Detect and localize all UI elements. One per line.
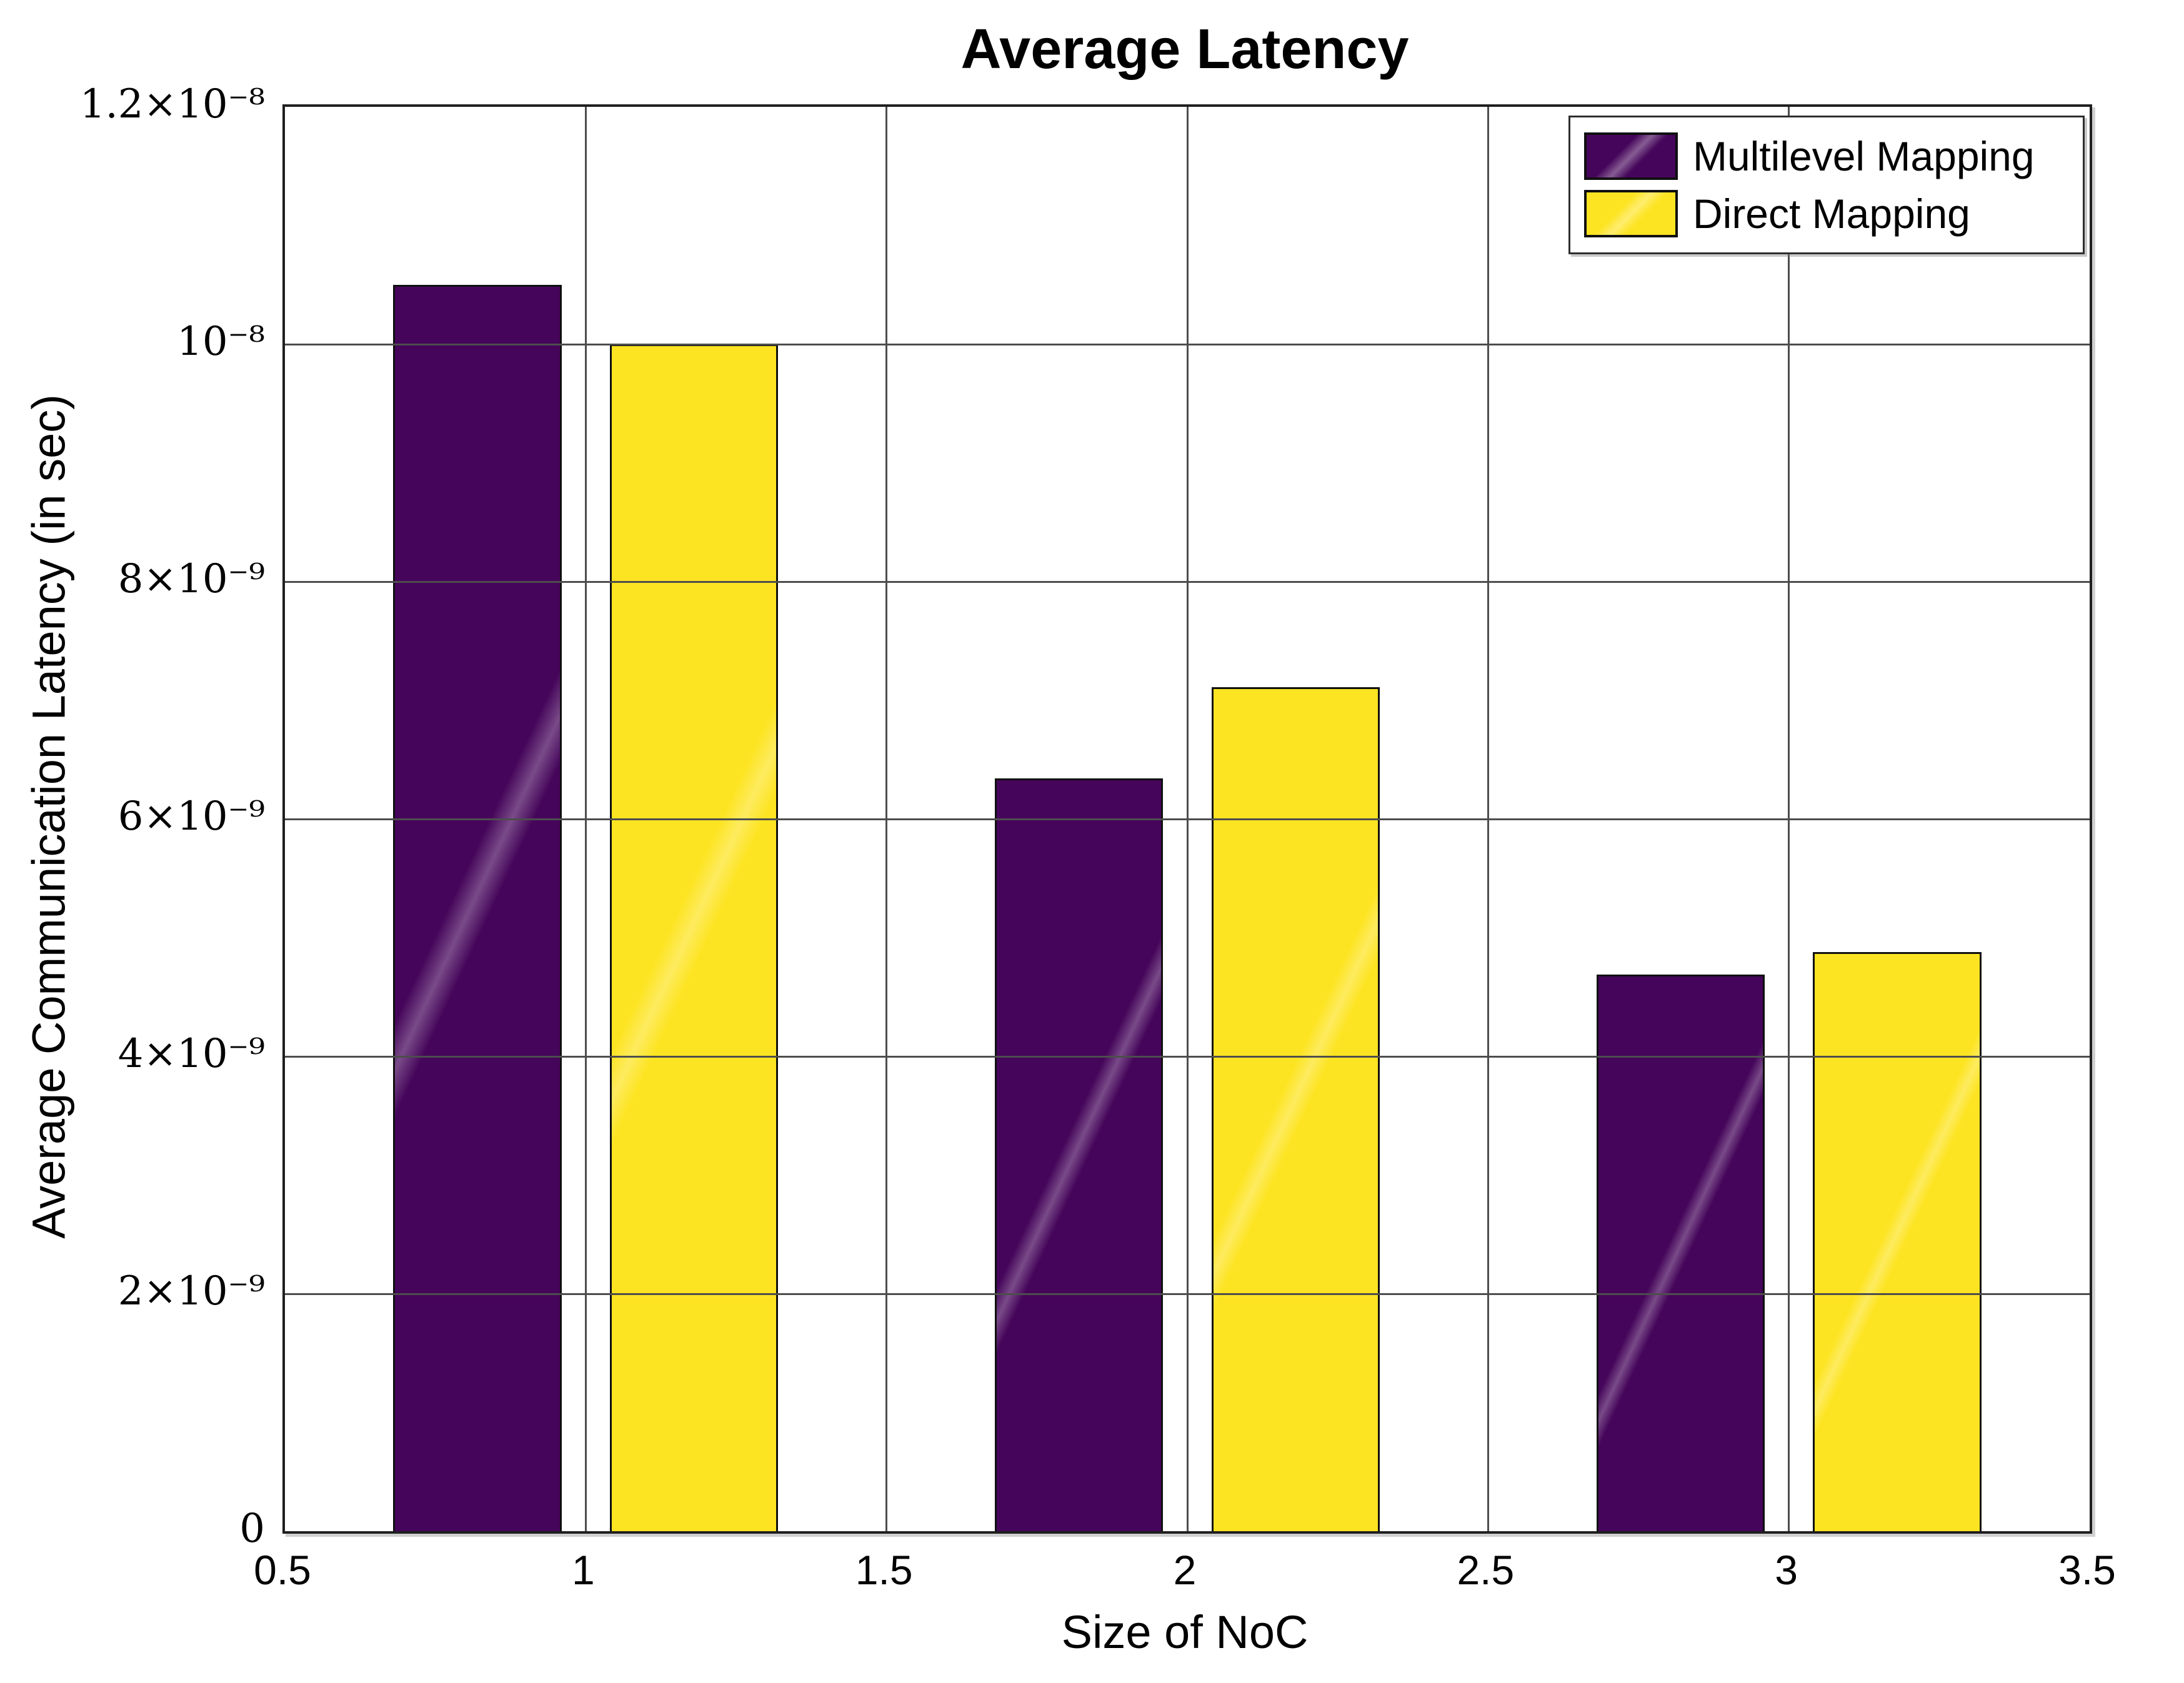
x-tick-label: 0.5 xyxy=(254,1547,311,1593)
legend: Multilevel Mapping Direct Mapping xyxy=(1568,116,2085,254)
bar-multilevel-mapping-2 xyxy=(994,778,1164,1531)
x-tick-label: 2 xyxy=(1173,1547,1197,1593)
chart-title: Average Latency xyxy=(960,18,1409,81)
gridline-vertical xyxy=(1788,107,1790,1531)
x-tick-label: 3.5 xyxy=(2058,1547,2116,1593)
legend-label-direct-mapping: Direct Mapping xyxy=(1693,191,1970,237)
bar-multilevel-mapping-3 xyxy=(1596,974,1765,1531)
gridline-vertical xyxy=(885,107,888,1531)
x-tick-label: 1.5 xyxy=(855,1547,913,1593)
x-tick-label: 2.5 xyxy=(1457,1547,1515,1593)
gridline-vertical xyxy=(584,107,587,1531)
y-axis-ticks: 0 2×10⁻⁹ 4×10⁻⁹ 6×10⁻⁹ 8×10⁻⁹ 10⁻⁸ 1.2×10⁻⁸ xyxy=(0,81,265,1552)
legend-swatch-multilevel-mapping xyxy=(1584,132,1678,180)
legend-label-multilevel-mapping: Multilevel Mapping xyxy=(1693,133,2035,179)
bar-multilevel-mapping-1 xyxy=(393,285,562,1531)
y-tick-label: 1.2×10⁻⁸ xyxy=(79,81,265,127)
plot-area: Multilevel Mapping Direct Mapping xyxy=(282,104,2092,1534)
y-tick-label: 10⁻⁸ xyxy=(177,319,265,365)
gridline-vertical xyxy=(1186,107,1189,1531)
bar-direct-mapping-3 xyxy=(1813,951,1982,1531)
x-axis-ticks: 0.5 1 1.5 2 2.5 3 3.5 xyxy=(254,1546,2116,1609)
y-tick-label: 8×10⁻⁹ xyxy=(117,556,265,602)
y-tick-label: 2×10⁻⁹ xyxy=(117,1268,265,1314)
legend-row-direct: Direct Mapping xyxy=(1584,185,2069,242)
x-axis-label: Size of NoC xyxy=(1061,1606,1309,1658)
x-tick-label: 1 xyxy=(571,1547,595,1593)
bar-direct-mapping-1 xyxy=(609,344,779,1531)
legend-swatch-direct-mapping xyxy=(1584,190,1678,237)
y-tick-label: 0 xyxy=(239,1506,265,1552)
gridline-vertical xyxy=(1487,107,1489,1531)
y-tick-label: 6×10⁻⁹ xyxy=(117,793,265,840)
x-tick-label: 3 xyxy=(1775,1547,1798,1593)
legend-row-multilevel: Multilevel Mapping xyxy=(1584,127,2069,185)
y-tick-label: 4×10⁻⁹ xyxy=(117,1031,265,1077)
bar-direct-mapping-2 xyxy=(1211,687,1380,1531)
